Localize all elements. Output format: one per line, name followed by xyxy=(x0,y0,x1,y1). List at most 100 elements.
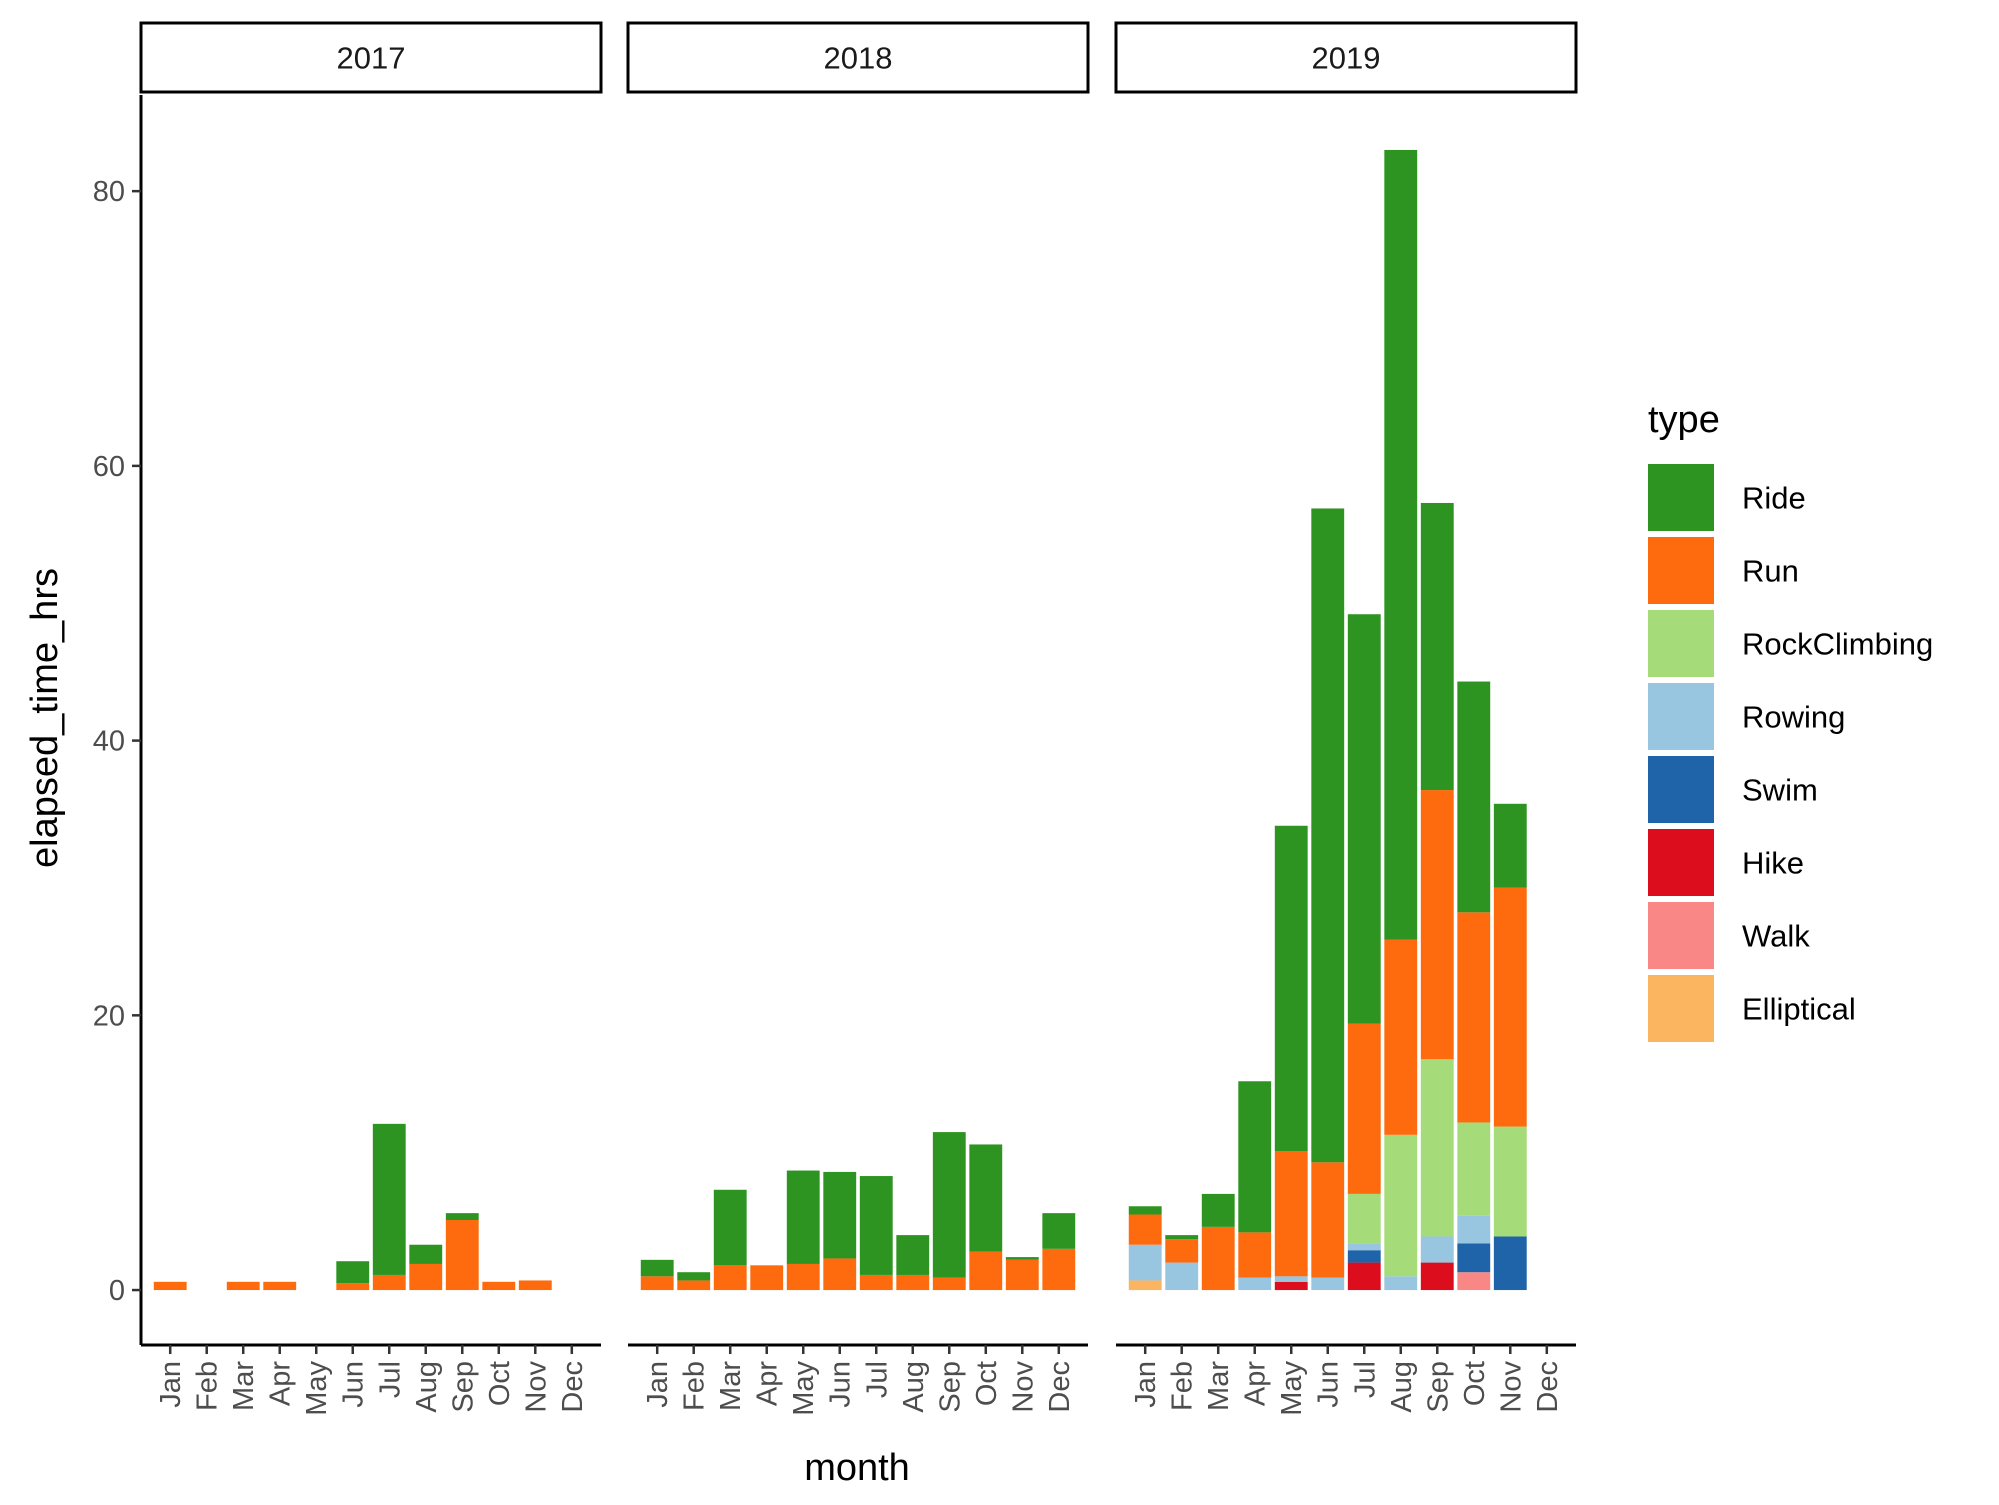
bar-ride-2019-aug xyxy=(1384,149,1418,940)
bar-run-2018-oct xyxy=(969,1251,1003,1291)
bar-rowing-2019-may xyxy=(1274,1276,1308,1282)
bar-run-2019-jan xyxy=(1128,1214,1162,1245)
bar-run-2017-jun xyxy=(336,1283,370,1291)
bar-ride-2019-jan xyxy=(1128,1206,1162,1215)
bar-hike-2019-may xyxy=(1274,1281,1308,1291)
bar-ride-2019-nov xyxy=(1493,803,1527,888)
x-axis: Jan Feb Mar Apr May Jun Jul Aug Sep Oct Nov Dec Jan F… xyxy=(141,1343,1576,1416)
bar-run-2017-sep xyxy=(445,1220,479,1291)
x-tick-label: Apr xyxy=(265,1361,297,1406)
legend-label-run: Run xyxy=(1742,554,1799,589)
legend-title: type xyxy=(1648,399,1720,441)
bar-rockclimbing-2019-aug xyxy=(1384,1134,1418,1277)
bar-run-2018-apr xyxy=(750,1265,784,1291)
x-tick-label: Dec xyxy=(1044,1361,1076,1413)
bar-ride-2019-jun xyxy=(1311,508,1345,1163)
y-axis-title: elapsed_time_hrs xyxy=(24,568,66,868)
x-tick-label: Oct xyxy=(971,1361,1003,1406)
x-tick-label: Nov xyxy=(1007,1361,1039,1413)
bar-rowing-2019-apr xyxy=(1238,1277,1272,1291)
x-tick-label: Apr xyxy=(752,1361,784,1406)
x-tick-label: Apr xyxy=(1240,1361,1272,1406)
bar-rowing-2019-sep xyxy=(1420,1236,1454,1263)
facet-strip-2019 xyxy=(1114,21,1578,94)
y-tick-label: 40 xyxy=(93,726,125,758)
x-tick-label: Jun xyxy=(825,1361,857,1408)
bar-run-2019-sep xyxy=(1420,790,1454,1060)
legend-key-walk xyxy=(1648,902,1714,969)
x-tick-label: Aug xyxy=(411,1361,443,1413)
x-tick-label: Mar xyxy=(228,1361,260,1411)
bar-ride-2018-aug xyxy=(896,1235,930,1275)
bar-run-2019-jul xyxy=(1347,1023,1381,1194)
bar-run-2018-may xyxy=(786,1263,820,1291)
x-tick-label: May xyxy=(788,1361,820,1416)
bar-run-2017-jul xyxy=(372,1274,406,1291)
bar-ride-2018-nov xyxy=(1005,1257,1039,1260)
bar-run-2017-mar xyxy=(226,1281,260,1291)
bar-run-2018-mar xyxy=(713,1265,747,1291)
legend-label-ride: Ride xyxy=(1742,481,1806,516)
bar-walk-2019-oct xyxy=(1457,1272,1491,1291)
bar-run-2018-jun xyxy=(823,1258,857,1291)
x-tick-label: Dec xyxy=(557,1361,589,1413)
bar-ride-2018-may xyxy=(786,1170,820,1264)
bar-rowing-2019-jul xyxy=(1347,1243,1381,1251)
bar-swim-2019-oct xyxy=(1457,1243,1491,1273)
x-tick-label: Sep xyxy=(934,1361,966,1413)
x-tick-label: Sep xyxy=(1422,1361,1454,1413)
x-tick-label: Oct xyxy=(1459,1361,1491,1406)
bar-rockclimbing-2019-oct xyxy=(1457,1122,1491,1216)
legend-key-rockclimbing xyxy=(1648,610,1714,677)
bar-run-2019-feb xyxy=(1165,1239,1199,1263)
bar-run-2017-jan xyxy=(153,1281,187,1291)
x-tick-label: Mar xyxy=(715,1361,747,1411)
bar-run-2019-mar xyxy=(1201,1226,1235,1291)
bar-run-2017-nov xyxy=(518,1280,552,1291)
y-tick-label: 80 xyxy=(93,176,125,208)
legend: type Ride Run RockClimbing Rowing Swim Hike Wal… xyxy=(1648,399,1933,1042)
bar-ride-2018-dec xyxy=(1042,1213,1076,1249)
x-tick-label: Mar xyxy=(1203,1361,1235,1411)
bar-ride-2018-oct xyxy=(969,1144,1003,1252)
bar-ride-2017-jun xyxy=(336,1261,370,1284)
y-tick-label: 60 xyxy=(93,451,125,483)
x-tick-label: Jan xyxy=(1130,1361,1162,1408)
y-tick-label: 0 xyxy=(109,1275,125,1307)
x-tick-label: Sep xyxy=(447,1361,479,1413)
bar-rockclimbing-2019-nov xyxy=(1493,1126,1527,1237)
bar-ride-2019-feb xyxy=(1165,1235,1199,1240)
facet-strips: 2017 2018 2019 xyxy=(139,21,1578,94)
bar-ride-2018-feb xyxy=(677,1272,711,1281)
bar-run-2019-aug xyxy=(1384,939,1418,1135)
legend-label-elliptical: Elliptical xyxy=(1742,992,1856,1027)
x-tick-label: Jul xyxy=(374,1361,406,1398)
bar-ride-2017-jul xyxy=(372,1123,406,1275)
bar-elliptical-2019-jan xyxy=(1128,1280,1162,1291)
bar-run-2018-aug xyxy=(896,1274,930,1291)
bar-rockclimbing-2019-jul xyxy=(1347,1193,1381,1244)
x-tick-label: Oct xyxy=(484,1361,516,1406)
bar-rowing-2019-feb xyxy=(1165,1262,1199,1291)
bar-rowing-2019-oct xyxy=(1457,1215,1491,1244)
bar-swim-2019-nov xyxy=(1493,1236,1527,1291)
bar-ride-2019-mar xyxy=(1201,1193,1235,1227)
facet-strip-label: 2018 xyxy=(824,41,893,76)
x-tick-label: Aug xyxy=(898,1361,930,1413)
x-tick-label: Jan xyxy=(155,1361,187,1408)
x-tick-label: Jul xyxy=(1349,1361,1381,1398)
bar-rowing-2019-aug xyxy=(1384,1276,1418,1291)
bar-ride-2018-jun xyxy=(823,1171,857,1259)
bar-ride-2017-sep xyxy=(445,1213,479,1220)
x-tick-label: Jun xyxy=(1313,1361,1345,1408)
bar-run-2018-jan xyxy=(640,1276,674,1291)
bar-ride-2019-may xyxy=(1274,825,1308,1152)
y-axis: 0 20 40 60 80 xyxy=(93,95,143,1345)
bar-run-2019-may xyxy=(1274,1151,1308,1277)
legend-key-swim xyxy=(1648,756,1714,823)
facet-strip-2018 xyxy=(626,21,1090,94)
bar-hike-2019-jul xyxy=(1347,1262,1381,1291)
legend-label-walk: Walk xyxy=(1742,919,1810,954)
bar-run-2018-sep xyxy=(932,1277,966,1291)
x-tick-label: Nov xyxy=(520,1361,552,1413)
